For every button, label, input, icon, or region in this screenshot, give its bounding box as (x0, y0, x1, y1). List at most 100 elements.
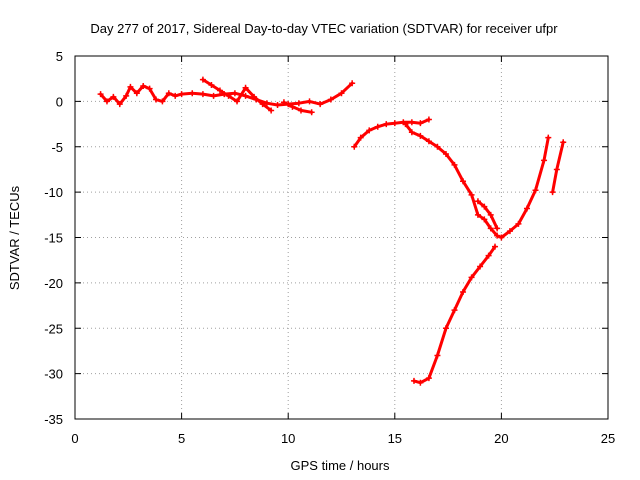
data-point (234, 98, 241, 105)
data-point (289, 103, 296, 110)
data-point (178, 91, 185, 98)
data-point (391, 120, 398, 127)
y-tick-label: -5 (51, 140, 63, 155)
data-point (494, 225, 501, 232)
data-point (306, 98, 313, 105)
data-point (417, 379, 424, 386)
y-axis-label: SDTVAR / TECUs (7, 185, 22, 290)
data-point (127, 83, 134, 90)
data-series-2 (199, 76, 275, 114)
x-tick-label: 5 (178, 431, 185, 446)
data-point (189, 90, 196, 97)
data-point (410, 377, 417, 384)
data-point (560, 139, 567, 146)
data-point (210, 92, 217, 99)
data-point (295, 100, 302, 107)
data-point (159, 98, 166, 105)
series-trace (551, 140, 565, 194)
data-point (366, 127, 373, 134)
data-point (487, 225, 494, 232)
data-point (146, 85, 153, 92)
data-point (199, 76, 206, 83)
data-point (541, 157, 548, 164)
x-axis-label: GPS time / hours (291, 458, 390, 473)
data-point (308, 109, 315, 116)
data-point (280, 99, 287, 106)
data-series-8 (549, 139, 567, 196)
x-tick-label: 0 (71, 431, 78, 446)
data-point (349, 80, 356, 87)
data-point (468, 191, 475, 198)
data-point (417, 132, 424, 139)
series-trace (476, 199, 499, 230)
y-tick-label: -20 (44, 276, 63, 291)
x-tick-label: 10 (281, 431, 295, 446)
data-point (425, 116, 432, 123)
x-tick-label: 15 (388, 431, 402, 446)
data-point (216, 87, 223, 94)
y-tick-label: -25 (44, 321, 63, 336)
data-point (474, 198, 481, 205)
data-point (494, 232, 501, 239)
data-point (481, 216, 488, 223)
tick-layer: 0 5 10 15 20 25 5 0 -5 -10 -15 -20 -25 -30 -35 (44, 49, 615, 446)
data-point (297, 107, 304, 114)
data-point (140, 82, 147, 89)
data-point (116, 101, 123, 108)
data-point (259, 101, 266, 108)
data-point (451, 307, 458, 314)
data-point (434, 352, 441, 359)
data-point (485, 252, 492, 259)
data-point (268, 107, 275, 114)
data-point (402, 121, 409, 128)
data-point (481, 203, 488, 210)
data-series-4 (351, 116, 432, 150)
x-tick-label: 25 (601, 431, 615, 446)
data-point (327, 96, 334, 103)
data-point (468, 274, 475, 281)
plot-frame (74, 55, 609, 420)
data-point (477, 263, 484, 270)
data-point (133, 90, 140, 97)
y-tick-label: -30 (44, 367, 63, 382)
series-trace (282, 100, 314, 114)
grid-layer (75, 56, 608, 419)
data-point (506, 228, 513, 235)
data-series-3 (280, 99, 315, 116)
data-point (374, 123, 381, 130)
data-point (425, 375, 432, 382)
data-series-5 (402, 121, 552, 241)
data-point (408, 129, 415, 136)
data-point (451, 161, 458, 168)
data-point (553, 166, 560, 173)
data-point (165, 90, 172, 97)
data-point (460, 288, 467, 295)
data-point (208, 82, 215, 89)
data-point (460, 178, 467, 185)
data-point (123, 92, 130, 99)
data-point (251, 93, 258, 100)
data-series-1 (97, 80, 356, 109)
data-point (383, 121, 390, 128)
data-point (498, 234, 505, 241)
data-point (199, 91, 206, 98)
data-point (474, 211, 481, 218)
data-point (408, 119, 415, 126)
data-point (417, 120, 424, 127)
series-trace (352, 118, 431, 149)
data-point (317, 101, 324, 108)
data-point (231, 90, 238, 97)
data-point (545, 134, 552, 141)
data-series-6 (474, 198, 501, 232)
data-point (515, 220, 522, 227)
data-point (103, 98, 110, 105)
y-tick-label: -15 (44, 231, 63, 246)
data-point (242, 92, 249, 99)
data-point (242, 84, 249, 91)
data-point (434, 143, 441, 150)
data-point (351, 143, 358, 150)
data-series-7 (410, 243, 499, 386)
data-point (492, 243, 499, 250)
